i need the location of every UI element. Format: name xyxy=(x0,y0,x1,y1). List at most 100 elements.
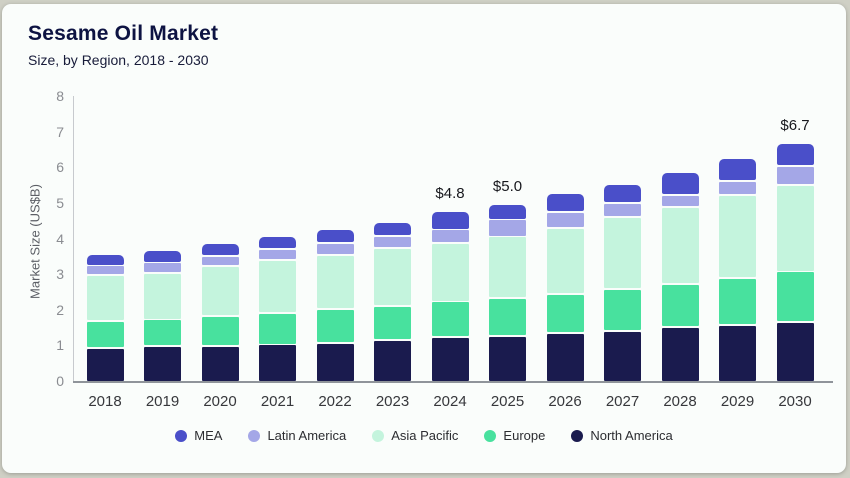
bar-segment-north-america xyxy=(316,343,354,381)
bar-value-annotation: $4.8 xyxy=(435,185,465,202)
chart-card: Sesame Oil Market Size, by Region, 2018 … xyxy=(2,4,846,473)
x-tick-label: 2025 xyxy=(490,393,525,410)
bar-segment-latin-america xyxy=(546,212,584,228)
x-axis-line xyxy=(73,381,833,383)
bar-segment-north-america xyxy=(259,345,296,381)
bar-segment-europe xyxy=(374,307,411,339)
bar-segment-north-america xyxy=(201,347,239,381)
bar-segment-asia-pacific xyxy=(719,195,756,277)
y-tick-label: 5 xyxy=(56,194,64,211)
bar-segment-asia-pacific xyxy=(201,267,239,316)
bar-segment-latin-america xyxy=(431,230,469,243)
bar-segment-mea xyxy=(201,243,239,256)
bar-segment-latin-america xyxy=(259,249,296,259)
x-tick-label: 2030 xyxy=(778,393,812,410)
bar-segment-latin-america xyxy=(374,237,411,248)
bar-value-annotation: $5.0 xyxy=(492,177,523,195)
legend-item-latin-america: Latin America xyxy=(248,428,346,443)
bar-segment-asia-pacific xyxy=(86,275,124,321)
y-axis-ticks: 0 1 2 3 4 5 6 7 8 xyxy=(2,88,64,389)
bar-segment-asia-pacific xyxy=(374,248,411,306)
bar-segment-latin-america xyxy=(489,220,526,236)
bar-segment-north-america xyxy=(604,331,641,381)
x-tick-label: 2022 xyxy=(318,393,352,410)
x-tick-label: 2020 xyxy=(203,393,237,410)
bar-segment-europe xyxy=(719,278,756,324)
legend-dot-icon xyxy=(248,429,261,442)
bar-segment-north-america xyxy=(661,327,699,381)
legend-dot-icon xyxy=(175,429,188,442)
legend-label: North America xyxy=(590,428,673,443)
y-tick-label: 2 xyxy=(56,301,64,318)
x-tick-label: 2019 xyxy=(145,393,180,410)
bar-segment-asia-pacific xyxy=(144,274,181,319)
bar-segment-asia-pacific xyxy=(546,228,584,294)
y-tick-label: 8 xyxy=(56,88,64,104)
bar-segment-mea xyxy=(259,236,296,249)
bar-segment-europe xyxy=(489,299,526,335)
bar-segment-latin-america xyxy=(604,203,641,217)
y-tick-label: 4 xyxy=(56,230,64,247)
bar-segment-europe xyxy=(86,322,124,348)
page-title: Sesame Oil Market xyxy=(28,22,219,45)
page-subtitle: Size, by Region, 2018 - 2030 xyxy=(28,52,209,68)
bar-segment-europe xyxy=(144,320,181,346)
x-tick-label: 2018 xyxy=(88,393,122,410)
x-tick-label: 2024 xyxy=(433,393,467,410)
legend-dot-icon xyxy=(484,429,497,442)
legend-label: MEA xyxy=(194,428,223,443)
bar-segment-mea xyxy=(604,185,641,202)
bar-segment-mea xyxy=(374,222,411,236)
bar-segment-europe xyxy=(316,309,354,342)
bar-segment-latin-america xyxy=(86,266,124,275)
bar-segment-latin-america xyxy=(776,167,814,184)
bar-segment-north-america xyxy=(431,337,469,381)
bar-segment-europe xyxy=(776,272,814,321)
bar-segment-north-america xyxy=(546,334,584,381)
bar-segment-asia-pacific xyxy=(316,255,354,308)
y-tick-label: 7 xyxy=(56,123,64,140)
legend-item-mea: MEA xyxy=(175,428,222,443)
x-tick-label: 2027 xyxy=(605,393,640,410)
legend-label: Latin America xyxy=(267,428,347,443)
bar-segment-europe xyxy=(661,284,699,327)
chart-legend: MEA Latin America Asia Pacific Europe North … xyxy=(2,428,846,443)
legend-item-europe: Europe xyxy=(484,428,545,443)
bar-segment-mea xyxy=(316,229,354,243)
y-tick-label: 0 xyxy=(56,373,64,389)
bar-segment-north-america xyxy=(86,348,124,381)
bar-segment-europe xyxy=(604,289,641,330)
y-axis-line xyxy=(73,96,74,382)
legend-item-north-america: North America xyxy=(571,428,673,443)
bar-segment-north-america xyxy=(374,340,411,381)
y-tick-label: 3 xyxy=(56,266,64,283)
bar-segment-latin-america xyxy=(144,263,181,273)
bar-segment-mea xyxy=(546,194,584,211)
bar-segment-north-america xyxy=(144,347,181,381)
x-tick-label: 2023 xyxy=(375,393,410,410)
bar-segment-europe xyxy=(546,294,584,333)
bar-segment-mea xyxy=(776,144,814,166)
x-tick-label: 2026 xyxy=(548,393,582,410)
legend-dot-icon xyxy=(571,429,584,442)
bar-segment-latin-america xyxy=(661,195,699,207)
y-tick-label: 6 xyxy=(56,159,64,176)
y-tick-label: 1 xyxy=(56,337,64,354)
bar-segment-europe xyxy=(259,314,296,344)
bar-segment-mea xyxy=(431,211,469,229)
legend-dot-icon xyxy=(372,429,385,442)
bar-segment-latin-america xyxy=(316,244,354,254)
bar-value-annotation: $6.7 xyxy=(780,117,810,135)
legend-label: Asia Pacific xyxy=(391,428,459,443)
bar-segment-north-america xyxy=(776,322,814,381)
x-tick-label: 2028 xyxy=(663,393,697,410)
bar-segment-asia-pacific xyxy=(661,208,699,284)
bar-segment-mea xyxy=(719,159,756,181)
legend-item-asia-pacific: Asia Pacific xyxy=(372,428,458,443)
bar-segment-europe xyxy=(431,302,469,337)
bar-segment-latin-america xyxy=(201,257,239,266)
bar-segment-north-america xyxy=(719,325,756,381)
x-tick-label: 2029 xyxy=(720,393,755,410)
bar-segment-mea xyxy=(86,254,124,265)
